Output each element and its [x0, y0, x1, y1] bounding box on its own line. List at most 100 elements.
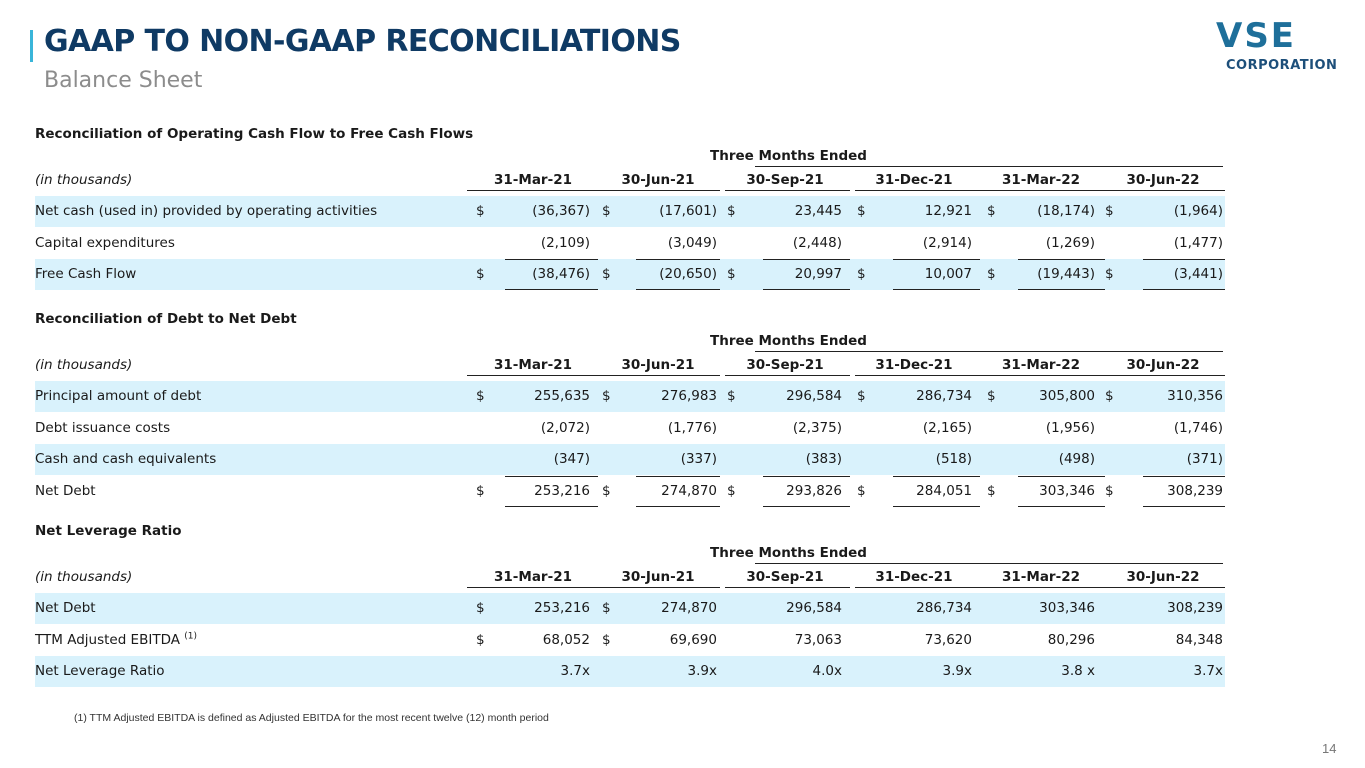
units-label: (in thousands) — [35, 357, 133, 373]
double-rule — [1143, 289, 1225, 290]
value-cell: (19,443) — [1037, 266, 1095, 282]
double-rule — [636, 505, 720, 507]
column-header-rule — [855, 587, 980, 588]
value-cell: 274,870 — [661, 600, 717, 616]
currency-symbol: $ — [857, 266, 866, 282]
column-header: 30-Jun-22 — [1126, 357, 1200, 373]
column-header: 30-Jun-21 — [621, 569, 695, 585]
value-cell: 73,063 — [794, 631, 842, 648]
currency-symbol: $ — [476, 631, 485, 648]
currency-symbol: $ — [857, 482, 866, 499]
table-row: Net Leverage Ratio 3.7x 3.9x 4.0x 3.9x 3.8 x 3… — [35, 656, 1225, 687]
value-cell: (18,174) — [1037, 203, 1095, 219]
column-header-rule — [1105, 190, 1225, 191]
value-cell: 274,870 — [661, 482, 717, 499]
column-header-rule — [1105, 587, 1225, 588]
double-rule — [1018, 289, 1105, 290]
column-header-rule — [598, 375, 720, 376]
row-label: Principal amount of debt — [35, 381, 201, 412]
column-header-rule — [980, 375, 1105, 376]
value-cell: (20,650) — [659, 266, 717, 282]
value-cell: (17,601) — [659, 203, 717, 219]
currency-symbol: $ — [1105, 203, 1114, 219]
footnote: (1) TTM Adjusted EBITDA is defined as Ad… — [74, 712, 549, 724]
column-header-rule — [467, 375, 598, 376]
page-title: GAAP TO NON-GAAP RECONCILIATIONS — [44, 24, 681, 59]
currency-symbol: $ — [1105, 388, 1114, 404]
table-row: Principal amount of debt $255,635 $276,983… — [35, 381, 1225, 412]
currency-symbol: $ — [476, 388, 485, 404]
value-cell: 20,997 — [794, 266, 842, 282]
value-cell: (1,956) — [1045, 419, 1095, 436]
currency-symbol: $ — [987, 388, 996, 404]
row-label: TTM Adjusted EBITDA (1) — [35, 625, 197, 656]
double-rule — [1143, 505, 1225, 507]
row-label: Debt issuance costs — [35, 413, 170, 444]
section-title: Reconciliation of Debt to Net Debt — [35, 311, 297, 327]
value-cell: 3.7x — [1193, 663, 1223, 679]
value-cell: 84,348 — [1175, 631, 1223, 648]
value-cell: 308,239 — [1167, 600, 1223, 616]
row-label-text: Cash and cash equivalents — [35, 451, 217, 467]
currency-symbol: $ — [987, 266, 996, 282]
total-rule — [505, 475, 598, 477]
value-cell: 12,921 — [924, 203, 972, 219]
value-cell: 286,734 — [916, 600, 972, 616]
column-header-rule — [725, 190, 850, 191]
total-rule — [763, 259, 850, 260]
row-label-text: Net cash (used in) provided by operating… — [35, 203, 378, 219]
double-rule — [636, 289, 720, 290]
value-cell: (1,776) — [667, 419, 717, 436]
double-rule — [763, 505, 850, 507]
value-cell: 3.8 x — [1061, 663, 1095, 679]
total-rule — [636, 475, 720, 477]
currency-symbol: $ — [476, 203, 485, 219]
value-cell: (2,072) — [540, 419, 590, 436]
value-cell: (337) — [680, 451, 717, 467]
currency-symbol: $ — [857, 388, 866, 404]
column-header-rule — [855, 375, 980, 376]
total-rule — [1143, 259, 1225, 260]
value-cell: 80,296 — [1047, 631, 1095, 648]
row-label-text: Net Leverage Ratio — [35, 663, 165, 679]
value-cell: 73,620 — [924, 631, 972, 648]
value-cell: (2,375) — [792, 419, 842, 436]
value-cell: 69,690 — [669, 631, 717, 648]
total-rule — [505, 259, 598, 260]
column-header: 30-Jun-22 — [1126, 172, 1200, 188]
fcf-reconciliation-section: Reconciliation of Operating Cash Flow to… — [35, 126, 1225, 291]
double-rule — [893, 289, 980, 290]
value-cell: (371) — [1186, 451, 1223, 467]
row-label: Net Debt — [35, 593, 96, 624]
double-rule — [893, 505, 980, 507]
column-header-rule — [467, 190, 598, 191]
total-rule — [763, 475, 850, 477]
title-accent-bar — [30, 30, 33, 62]
value-cell: 3.7x — [560, 663, 590, 679]
row-label-text: Debt issuance costs — [35, 419, 171, 436]
currency-symbol: $ — [727, 203, 736, 219]
footnote-marker: (1) — [184, 631, 198, 641]
table-row: TTM Adjusted EBITDA (1) $68,052 $69,690 73,… — [35, 625, 1225, 656]
currency-symbol: $ — [602, 600, 611, 616]
total-rule — [1143, 475, 1225, 477]
value-cell: (2,109) — [540, 234, 590, 251]
currency-symbol: $ — [602, 388, 611, 404]
column-header: 31-Mar-22 — [1002, 172, 1080, 188]
period-header-rule — [755, 351, 1223, 352]
page-subtitle: Balance Sheet — [44, 68, 203, 93]
column-header-rule — [980, 587, 1105, 588]
value-cell: 308,239 — [1167, 482, 1223, 499]
column-header: 30-Sep-21 — [746, 569, 824, 585]
value-cell: (3,049) — [667, 234, 717, 251]
units-label: (in thousands) — [35, 569, 133, 585]
column-header: 31-Mar-21 — [494, 357, 572, 373]
table-row: Net Debt $253,216 $274,870 296,584 286,734 30… — [35, 593, 1225, 624]
currency-symbol: $ — [857, 203, 866, 219]
period-header: Three Months Ended — [710, 545, 867, 561]
row-label-text: Net Debt — [35, 482, 96, 499]
column-header: 30-Jun-21 — [621, 357, 695, 373]
currency-symbol: $ — [1105, 482, 1114, 499]
value-cell: 10,007 — [924, 266, 972, 282]
total-rule — [893, 475, 980, 477]
